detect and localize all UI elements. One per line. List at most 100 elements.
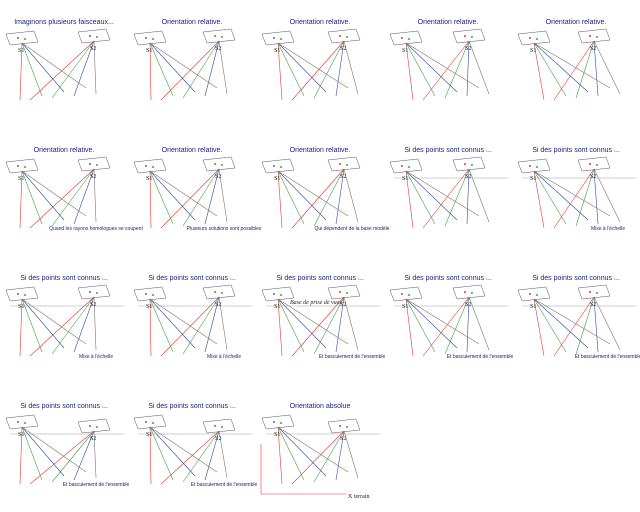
photo-mark [471, 36, 473, 38]
ray [422, 296, 470, 357]
photo [133, 158, 167, 174]
photo-mark [221, 292, 223, 294]
ray [533, 42, 611, 89]
ray [149, 42, 152, 101]
photo [261, 30, 295, 46]
ray [533, 170, 589, 221]
caption: Et basculement de l'ensemble [319, 354, 386, 360]
photo-mark [17, 165, 19, 167]
photo [5, 414, 39, 430]
ray [149, 426, 218, 473]
slide-title: Orientation relative. [290, 147, 351, 154]
slide-title: Si des points sont connus ... [532, 275, 620, 282]
caption: Mise à l'échelle [79, 354, 113, 360]
photo-mark [17, 421, 19, 423]
ray [19, 426, 23, 485]
photo-mark [536, 166, 538, 168]
ray [29, 430, 95, 485]
ray [533, 298, 567, 353]
photo [452, 284, 486, 300]
ray [553, 40, 595, 101]
photo [327, 156, 361, 172]
photo-mark [273, 37, 275, 39]
ray [149, 170, 196, 221]
photo [202, 418, 236, 434]
photo-mark [145, 421, 147, 423]
photo-mark [529, 37, 531, 39]
ray [51, 296, 95, 355]
ray [422, 40, 470, 101]
photo-mark [471, 164, 473, 166]
ray [182, 40, 220, 99]
ray [405, 42, 458, 93]
photo [133, 30, 167, 46]
ray [149, 42, 218, 89]
ray [182, 296, 220, 355]
ray [21, 170, 43, 225]
label: S2 [465, 46, 471, 52]
ray [405, 42, 436, 97]
ray [149, 170, 152, 229]
ray [422, 168, 470, 229]
photo [452, 28, 486, 44]
label: S2 [90, 174, 96, 180]
label: S1 [18, 176, 24, 182]
ray [277, 170, 283, 229]
photo-mark [464, 35, 466, 37]
label: S2 [340, 436, 346, 442]
slide-title: Orientation relative. [546, 19, 607, 26]
photo-mark [96, 292, 98, 294]
label: S2 [465, 174, 471, 180]
ray [149, 298, 152, 357]
label: S2 [215, 302, 221, 308]
label: S2 [340, 46, 346, 52]
ray [21, 170, 65, 221]
ray [21, 42, 65, 93]
ray [405, 298, 436, 353]
ray [533, 170, 567, 225]
photo-mark [339, 163, 341, 165]
ray [468, 168, 490, 223]
photo-mark [24, 294, 26, 296]
photo-mark [596, 164, 598, 166]
label: S1 [146, 48, 152, 54]
photo-mark [221, 426, 223, 428]
ray [533, 298, 611, 345]
ray [51, 40, 95, 99]
ray [73, 430, 95, 481]
ray [405, 170, 480, 217]
photo [77, 284, 111, 300]
ray [29, 296, 95, 357]
ray [277, 42, 349, 89]
ray [149, 42, 174, 97]
ray [149, 426, 152, 485]
photo-mark [408, 294, 410, 296]
ray [277, 170, 305, 225]
ray [29, 40, 95, 101]
photo [261, 158, 295, 174]
slide-title: Si des points sont connus ... [148, 275, 236, 282]
label: S2 [215, 174, 221, 180]
photo [202, 28, 236, 44]
photo-mark [17, 37, 19, 39]
photo-mark [24, 38, 26, 40]
photo [517, 286, 551, 302]
ray [533, 170, 545, 229]
ray [343, 40, 359, 95]
ray [21, 298, 87, 345]
photo-mark [24, 166, 26, 168]
ray [149, 298, 218, 345]
photo-mark [17, 293, 19, 295]
photo [327, 28, 361, 44]
ray [553, 168, 595, 229]
ray [468, 40, 490, 95]
photo-mark [273, 293, 275, 295]
ray [204, 40, 220, 97]
photo-mark [152, 166, 154, 168]
ray [593, 40, 621, 95]
photo [577, 28, 611, 44]
ray [93, 430, 97, 479]
photo [5, 30, 39, 46]
ray [553, 296, 595, 357]
